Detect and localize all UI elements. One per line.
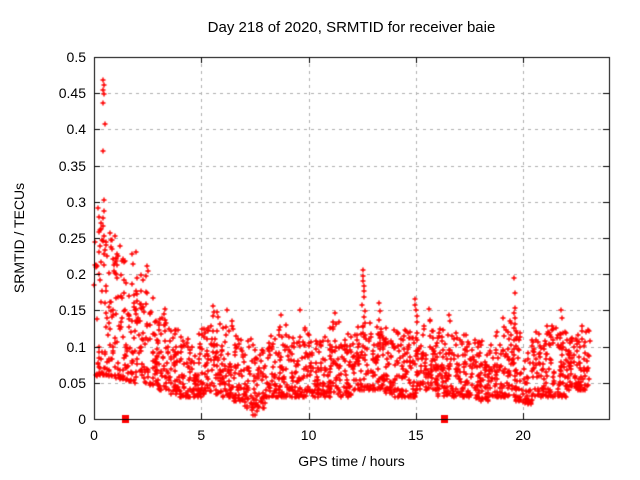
- x-tick-label: 20: [515, 427, 531, 443]
- y-tick-label: 0.5: [66, 49, 86, 65]
- y-tick-label: 0.1: [66, 338, 86, 355]
- x-axis-label: GPS time / hours: [298, 453, 405, 469]
- y-tick-label: 0.2: [66, 266, 86, 283]
- y-tick-label: 0.25: [58, 230, 86, 246]
- x-tick-label: 0: [90, 427, 98, 443]
- y-tick-label: 0.05: [58, 374, 86, 391]
- x-tick-label: 10: [300, 427, 317, 443]
- y-tick-label: 0.35: [58, 157, 86, 174]
- y-tick-label: 0: [78, 411, 86, 427]
- y-tick-label: 0.15: [58, 302, 86, 319]
- x-tick-label: 5: [197, 427, 206, 443]
- chart-title: Day 218 of 2020, SRMTID for receiver bai…: [207, 19, 496, 36]
- y-tick-label: 0.3: [66, 193, 86, 210]
- y-tick-label: 0.4: [66, 121, 86, 138]
- x-tick-label: 15: [408, 427, 424, 443]
- y-tick-label: 0.45: [58, 85, 86, 102]
